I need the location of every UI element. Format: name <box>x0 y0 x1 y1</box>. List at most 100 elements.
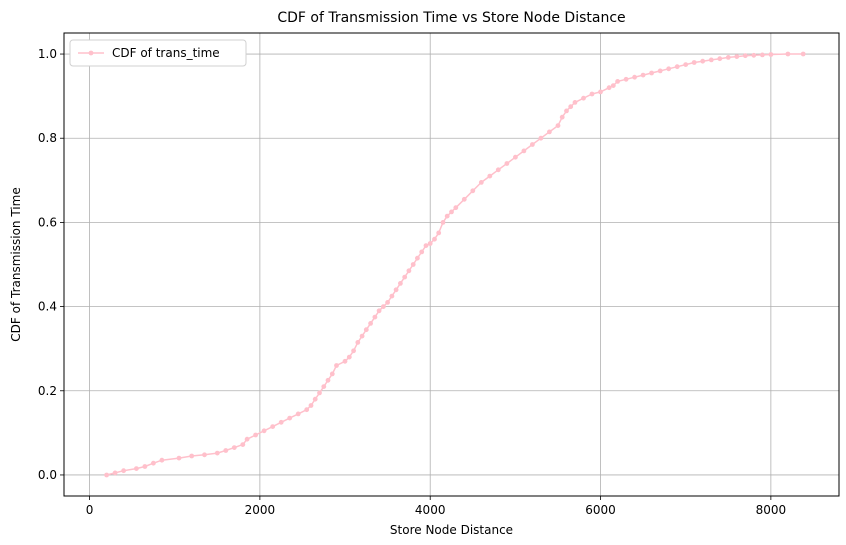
data-point <box>432 236 437 242</box>
y-tick-label: 0.0 <box>38 468 57 482</box>
data-point <box>214 450 220 456</box>
data-point <box>270 424 276 429</box>
data-point <box>461 196 467 202</box>
data-point <box>351 348 356 354</box>
data-point <box>610 83 616 88</box>
y-tick-label: 0.6 <box>38 215 57 229</box>
data-point <box>372 314 378 320</box>
data-point <box>381 304 386 309</box>
data-point <box>657 68 663 74</box>
data-point <box>785 51 791 57</box>
data-point <box>666 66 672 72</box>
x-tick-label: 2000 <box>245 503 276 517</box>
data-point <box>278 419 284 425</box>
data-point <box>406 268 412 274</box>
x-tick-label: 8000 <box>756 503 787 517</box>
data-point <box>329 371 335 377</box>
data-point <box>568 104 574 110</box>
data-point <box>355 340 361 345</box>
data-point <box>581 95 586 101</box>
data-point <box>449 209 454 215</box>
data-point <box>304 407 310 413</box>
y-tick-label: 1.0 <box>38 47 57 61</box>
data-point <box>453 205 459 211</box>
data-point <box>121 468 126 474</box>
data-point <box>325 377 331 383</box>
data-point <box>559 114 565 120</box>
data-point <box>253 432 258 438</box>
data-point <box>112 470 118 476</box>
data-point <box>530 142 535 147</box>
plot-frame <box>63 32 840 497</box>
data-point <box>159 457 165 463</box>
legend-marker-swatch <box>88 50 94 56</box>
data-point <box>244 436 250 442</box>
data-point <box>436 230 442 236</box>
data-point <box>513 154 518 160</box>
data-point <box>342 358 348 364</box>
data-point <box>768 52 774 57</box>
data-point <box>598 89 603 95</box>
legend-label: CDF of trans_time <box>112 46 220 60</box>
data-point <box>419 249 425 255</box>
data-point <box>261 428 267 434</box>
data-point <box>312 396 318 402</box>
data-point <box>359 333 365 339</box>
legend-box <box>69 39 247 67</box>
data-point <box>321 384 327 389</box>
data-point <box>104 472 109 478</box>
data-point <box>317 390 322 396</box>
data-point <box>376 308 382 314</box>
data-point <box>589 91 595 97</box>
y-tick-label: 0.8 <box>38 131 57 145</box>
data-point <box>674 64 680 70</box>
data-point <box>287 415 293 421</box>
data-point <box>751 52 757 58</box>
data-point <box>564 108 569 114</box>
data-point <box>393 287 399 293</box>
data-point <box>700 58 706 64</box>
data-point <box>440 220 446 225</box>
y-axis-title: CDF of Transmission Time <box>9 187 23 341</box>
data-point <box>504 161 510 166</box>
data-point <box>134 466 139 471</box>
chart-title: CDF of Transmission Time vs Store Node D… <box>277 10 625 26</box>
data-point <box>410 262 416 267</box>
x-tick-label: 0 <box>86 503 94 517</box>
ticks: 0 2000 4000 6000 8000 0.0 0.2 0.4 0.6 0.8 1.0 <box>38 47 786 517</box>
data-point <box>231 445 237 450</box>
data-point <box>800 51 806 57</box>
data-point <box>389 293 395 299</box>
data-point <box>742 53 748 59</box>
data-point <box>691 60 697 65</box>
legend: CDF of trans_time <box>69 39 247 67</box>
data-point <box>240 442 246 447</box>
data-point <box>151 460 156 466</box>
y-tick-label: 0.2 <box>38 384 57 398</box>
data-point <box>538 135 544 141</box>
data-point <box>202 452 207 458</box>
data-point <box>495 167 501 173</box>
data-point <box>423 243 429 249</box>
data-point <box>142 464 148 469</box>
data-point <box>295 411 301 417</box>
x-tick-label: 4000 <box>415 503 446 517</box>
data-point <box>223 448 229 453</box>
data-point <box>708 57 714 63</box>
data-point <box>640 72 646 78</box>
data-point <box>555 123 561 128</box>
data-point <box>623 76 629 82</box>
data-point <box>176 455 182 461</box>
data-point <box>760 52 765 58</box>
data-point <box>649 70 654 76</box>
data-point <box>334 363 339 368</box>
data-point <box>415 255 420 261</box>
data-point <box>547 129 552 135</box>
data-point <box>444 213 450 219</box>
data-point <box>478 180 484 185</box>
data-point <box>346 354 352 360</box>
series-marker-layer <box>104 51 806 478</box>
data-point <box>398 281 403 286</box>
